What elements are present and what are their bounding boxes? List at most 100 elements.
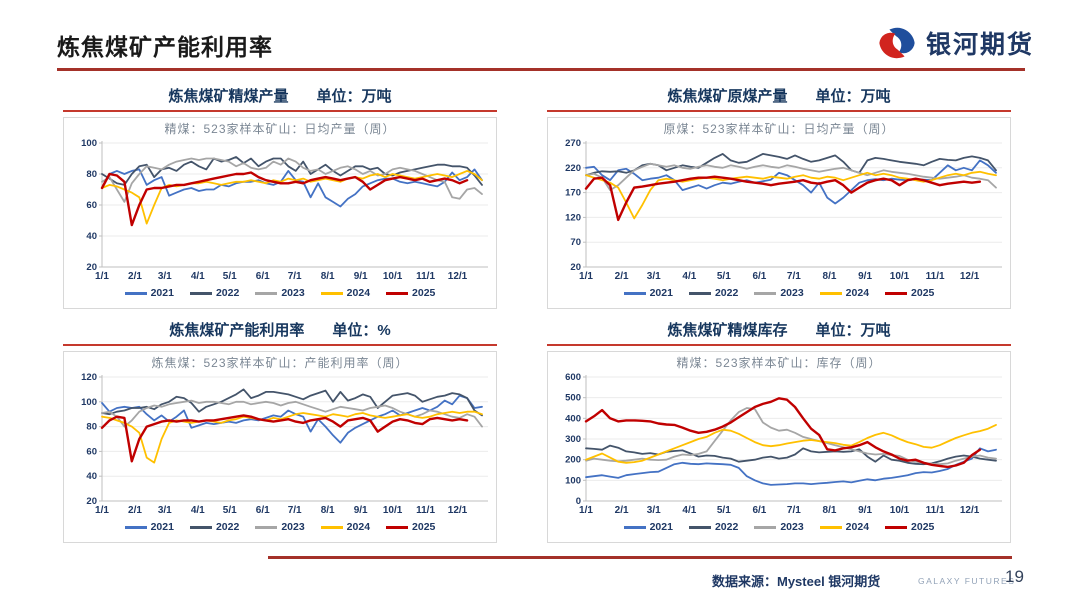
legend-label-2022: 2022 xyxy=(215,521,240,533)
legend-label-2021: 2021 xyxy=(649,287,673,299)
x-tick-label: 2/1 xyxy=(615,271,629,282)
legend-label-2023: 2023 xyxy=(281,521,305,533)
legend-item-2024: 2024 xyxy=(819,521,869,533)
legend-swatch-2022 xyxy=(688,525,711,529)
y-tick-label: 120 xyxy=(565,212,581,223)
legend-swatch-2024 xyxy=(819,525,842,529)
legend-swatch-2021 xyxy=(124,525,147,529)
chart-inner-title: 精煤：523家样本矿山：日均产量（周） xyxy=(164,122,396,136)
x-tick-label: 10/1 xyxy=(890,271,910,282)
panel-unit: 单位：万吨 xyxy=(316,88,392,105)
legend-item-2025: 2025 xyxy=(885,287,934,299)
panel-title-underline xyxy=(63,110,497,112)
x-tick-label: 8/1 xyxy=(823,271,837,282)
y-tick-label: 80 xyxy=(86,169,97,180)
legend-swatch-2022 xyxy=(688,291,711,295)
panel-unit: 单位：万吨 xyxy=(815,322,891,339)
x-tick-label: 8/1 xyxy=(321,271,335,282)
legend-swatch-2025 xyxy=(386,291,409,295)
legend-swatch-2021 xyxy=(623,291,646,295)
y-tick-label: 170 xyxy=(565,188,581,199)
x-tick-label: 4/1 xyxy=(191,505,205,516)
legend-label-2021: 2021 xyxy=(150,287,174,299)
legend-item-2022: 2022 xyxy=(189,521,240,533)
chart-inner-title: 炼焦煤：523家样本矿山：产能利用率（周） xyxy=(151,356,409,370)
legend-item-2021: 2021 xyxy=(124,521,174,533)
x-tick-label: 7/1 xyxy=(288,505,302,516)
logo-text: 银河期货 xyxy=(926,31,1035,59)
series-2022 xyxy=(101,156,483,186)
series-2024 xyxy=(585,424,997,464)
legend-label-2025: 2025 xyxy=(412,521,436,533)
legend-label-2022: 2022 xyxy=(714,521,739,533)
legend-label-2023: 2023 xyxy=(281,287,305,299)
legend-item-2023: 2023 xyxy=(754,287,804,299)
legend-label-2025: 2025 xyxy=(412,287,436,299)
series-2023 xyxy=(585,162,997,191)
panel-title: 炼焦煤矿原煤产量 单位：万吨 xyxy=(547,86,1011,108)
series-2025 xyxy=(100,171,469,227)
legend-label-2024: 2024 xyxy=(845,287,870,299)
series-2023 xyxy=(101,157,483,203)
y-tick-label: 270 xyxy=(565,138,581,149)
x-tick-label: 9/1 xyxy=(354,271,368,282)
chart-frame: 精煤：523家样本矿山：日均产量（周） 20 40 60 80 100 1/1 2/1 3/1… xyxy=(63,117,497,309)
legend-label-2022: 2022 xyxy=(215,287,240,299)
panel-capacity-utilization: 炼焦煤矿产能利用率 单位：% 炼焦煤：523家样本矿山：产能利用率（周） 20 40… xyxy=(63,320,497,543)
panel-title: 炼焦煤矿精煤产量 单位：万吨 xyxy=(63,86,497,108)
chart-inner-title: 原煤：523家样本矿山：日均产量（周） xyxy=(663,122,895,136)
x-tick-label: 9/1 xyxy=(858,505,872,516)
line-chart-capacity-utilization: 20 40 60 80 100 120 1/1 2/1 3/1 4/1 5/1 6/1 7/1 8/1 9/… xyxy=(81,372,488,516)
legend-swatch-2025 xyxy=(885,525,908,529)
y-tick-label: 80 xyxy=(86,422,97,433)
y-tick-label: 0 xyxy=(576,496,581,507)
y-tick-label: 500 xyxy=(565,393,581,404)
legend-label-2023: 2023 xyxy=(780,521,804,533)
legend-item-2023: 2023 xyxy=(255,287,305,299)
x-tick-label: 2/1 xyxy=(128,505,142,516)
x-tick-label: 8/1 xyxy=(823,505,837,516)
x-tick-label: 9/1 xyxy=(354,505,368,516)
legend-label-2025: 2025 xyxy=(911,521,935,533)
y-tick-label: 60 xyxy=(86,200,97,211)
series-2025 xyxy=(584,397,982,469)
legend-swatch-2021 xyxy=(623,525,646,529)
page-title: 炼焦煤矿产能利用率 xyxy=(57,34,273,60)
series-2024 xyxy=(101,410,483,464)
x-tick-label: 7/1 xyxy=(787,271,801,282)
x-tick-label: 4/1 xyxy=(682,271,696,282)
y-tick-label: 120 xyxy=(81,372,97,383)
legend-swatch-2022 xyxy=(189,525,212,529)
panel-raw-coal-output: 炼焦煤矿原煤产量 单位：万吨 原煤：523家样本矿山：日均产量（周） 20 70 12… xyxy=(547,86,1011,309)
y-tick-label: 60 xyxy=(86,446,97,457)
x-tick-label: 2/1 xyxy=(128,271,142,282)
legend-item-2022: 2022 xyxy=(688,521,739,533)
chart-legend: 2021 2022 2023 2024 2025 xyxy=(552,516,1006,538)
y-tick-label: 20 xyxy=(86,496,97,507)
legend-swatch-2023 xyxy=(754,525,777,529)
x-tick-label: 11/1 xyxy=(416,505,435,516)
x-tick-label: 6/1 xyxy=(752,271,766,282)
line-chart-raw-coal-output: 20 70 120 170 220 270 1/1 2/1 3/1 4/1 5/1 6/1 7/1 8/1… xyxy=(565,138,1002,282)
y-tick-label: 600 xyxy=(565,372,581,383)
legend-swatch-2024 xyxy=(320,291,343,295)
x-tick-label: 2/1 xyxy=(615,505,629,516)
page-number: 19 xyxy=(1005,567,1024,586)
panel-refined-coal-output: 炼焦煤矿精煤产量 单位：万吨 精煤：523家样本矿山：日均产量（周） 20 40 60… xyxy=(63,86,497,309)
legend-swatch-2025 xyxy=(885,291,908,295)
x-tick-label: 12/1 xyxy=(448,271,468,282)
x-tick-label: 1/1 xyxy=(579,271,593,282)
legend-swatch-2024 xyxy=(819,291,842,295)
y-tick-label: 100 xyxy=(565,475,581,486)
x-tick-label: 3/1 xyxy=(158,271,172,282)
chart-frame: 精煤：523家样本矿山：库存（周） 0 100 200 300 400 500 600 1/1… xyxy=(547,351,1011,543)
legend-item-2021: 2021 xyxy=(623,521,673,533)
footer-divider xyxy=(268,556,1012,559)
legend-swatch-2021 xyxy=(124,291,147,295)
x-tick-label: 10/1 xyxy=(383,505,403,516)
panel-refined-coal-inventory: 炼焦煤矿精煤库存 单位：万吨 精煤：523家样本矿山：库存（周） 0 100 200 3… xyxy=(547,320,1011,543)
x-tick-label: 1/1 xyxy=(95,271,109,282)
x-tick-label: 6/1 xyxy=(752,505,766,516)
x-tick-label: 6/1 xyxy=(256,271,270,282)
x-tick-label: 4/1 xyxy=(682,505,696,516)
